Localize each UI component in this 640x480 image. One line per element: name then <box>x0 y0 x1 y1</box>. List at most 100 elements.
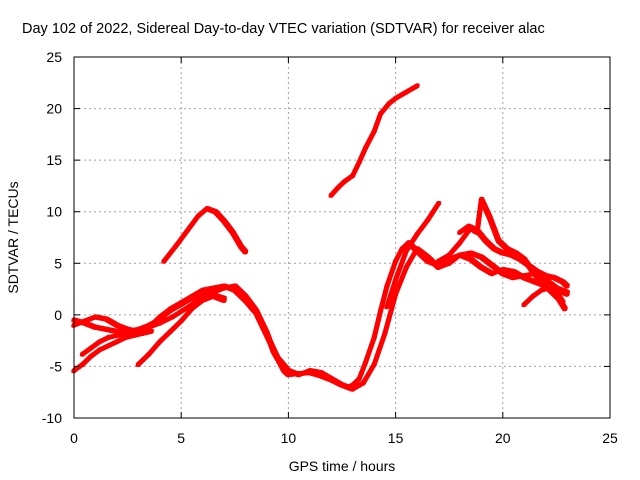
data-point <box>242 297 249 303</box>
data-point <box>157 320 163 326</box>
data-point <box>384 304 390 310</box>
data-point <box>161 258 167 264</box>
data-point <box>97 339 103 345</box>
data-point <box>167 328 174 334</box>
data-point <box>393 291 399 297</box>
x-axis-label: GPS time / hours <box>289 458 396 474</box>
series-spread-track-9 <box>438 196 568 309</box>
data-point <box>212 209 219 215</box>
data-point <box>170 314 176 320</box>
data-point <box>403 89 409 95</box>
data-point <box>242 249 249 255</box>
data-point <box>489 271 495 277</box>
data-point <box>478 254 484 260</box>
data-point <box>543 273 549 279</box>
data-point <box>189 306 195 312</box>
data-point <box>534 268 540 275</box>
data-point <box>200 297 206 303</box>
data-point <box>264 332 270 339</box>
x-tick-label: 5 <box>177 430 185 446</box>
data-point <box>221 218 227 224</box>
data-point <box>510 275 517 281</box>
data-point <box>88 345 94 351</box>
data-point <box>328 376 334 382</box>
data-point <box>530 293 536 299</box>
data-point <box>339 382 345 388</box>
data-point <box>103 316 109 322</box>
data-point <box>88 353 94 359</box>
x-tick-label: 15 <box>388 430 404 446</box>
data-point <box>360 380 366 386</box>
data-point <box>538 279 545 285</box>
data-point <box>189 293 195 299</box>
data-point <box>210 285 216 291</box>
data-point <box>275 355 281 361</box>
data-point <box>483 238 489 244</box>
data-point <box>125 326 131 332</box>
series-spread-track-1 <box>164 206 249 262</box>
data-point <box>210 293 216 299</box>
data-point <box>146 351 152 357</box>
data-point <box>478 196 484 202</box>
data-point <box>114 332 120 339</box>
data-point <box>204 206 210 212</box>
data-point <box>185 227 191 233</box>
data-point <box>167 306 174 312</box>
y-tick-label: 25 <box>46 49 62 65</box>
data-point <box>525 262 532 268</box>
series-spread-track-1 <box>161 208 246 264</box>
data-point <box>386 100 392 106</box>
data-point <box>538 287 545 293</box>
data-point <box>114 339 120 345</box>
y-tick-label: 10 <box>46 204 62 220</box>
data-point <box>80 361 86 367</box>
y-tick-label: 15 <box>46 152 62 168</box>
y-tick-label: 0 <box>54 307 62 323</box>
data-point <box>487 215 493 221</box>
data-point <box>510 268 517 275</box>
data-point <box>350 386 356 392</box>
data-point <box>285 368 291 374</box>
data-point <box>547 285 553 291</box>
data-point <box>491 246 497 252</box>
data-point <box>371 361 377 367</box>
data-point <box>508 252 514 258</box>
data-point <box>92 324 98 330</box>
data-point <box>114 322 120 328</box>
x-tick-label: 25 <box>602 430 618 446</box>
data-point <box>307 368 313 374</box>
data-point <box>500 250 506 256</box>
data-point <box>146 324 152 330</box>
data-point <box>560 279 566 285</box>
data-point <box>555 295 562 301</box>
data-point <box>135 328 141 334</box>
y-tick-label: -5 <box>50 358 63 374</box>
data-point <box>457 229 463 235</box>
data-point <box>178 299 184 306</box>
data-point <box>517 256 523 262</box>
data-point <box>80 351 86 357</box>
series-spread-track-10 <box>457 226 567 289</box>
data-point <box>230 229 236 235</box>
data-point <box>105 343 111 349</box>
data-point <box>253 310 259 316</box>
data-point <box>403 264 409 270</box>
data-point <box>350 173 356 179</box>
data-point <box>363 145 369 151</box>
data-point <box>103 326 109 332</box>
data-point <box>335 185 341 191</box>
data-point <box>356 159 362 165</box>
series-line-track-2 <box>328 83 420 198</box>
data-point <box>371 334 377 341</box>
data-point <box>296 372 302 378</box>
data-point <box>105 334 111 341</box>
data-point <box>382 330 388 336</box>
data-point <box>495 238 502 244</box>
data-point <box>363 359 369 365</box>
x-tick-label: 10 <box>281 430 297 446</box>
data-point <box>521 273 527 279</box>
data-point <box>425 254 431 260</box>
data-point <box>200 287 206 293</box>
data-point <box>457 240 463 246</box>
